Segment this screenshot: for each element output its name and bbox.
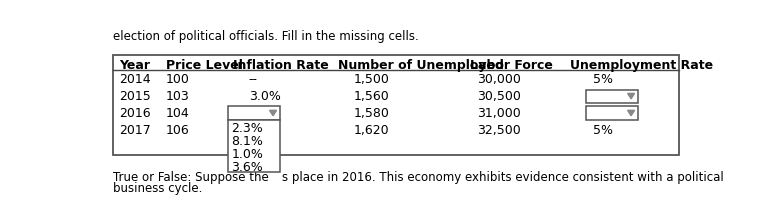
- Text: Number of Unemployed: Number of Unemployed: [338, 59, 504, 72]
- Text: 1.0%: 1.0%: [232, 148, 264, 161]
- FancyBboxPatch shape: [228, 106, 280, 119]
- Text: True or False: Suppose the: True or False: Suppose the: [113, 171, 272, 184]
- Text: 106: 106: [165, 124, 190, 137]
- Text: 3.6%: 3.6%: [232, 161, 264, 174]
- Text: 32,500: 32,500: [477, 124, 521, 137]
- Text: 2015: 2015: [119, 90, 151, 103]
- Polygon shape: [628, 93, 635, 99]
- Text: 1,560: 1,560: [353, 90, 389, 103]
- Text: Inflation Rate: Inflation Rate: [233, 59, 329, 72]
- Text: 30,500: 30,500: [477, 90, 521, 103]
- Text: Unemployment Rate: Unemployment Rate: [570, 59, 714, 72]
- Text: 1,580: 1,580: [353, 107, 389, 120]
- Text: Labor Force: Labor Force: [470, 59, 552, 72]
- Text: 1,620: 1,620: [353, 124, 389, 137]
- Text: 8.1%: 8.1%: [232, 135, 264, 148]
- FancyBboxPatch shape: [586, 106, 639, 119]
- Text: 1,500: 1,500: [353, 73, 389, 86]
- Polygon shape: [270, 110, 277, 116]
- Text: 30,000: 30,000: [477, 73, 521, 86]
- FancyBboxPatch shape: [586, 90, 639, 103]
- Text: 2017: 2017: [119, 124, 151, 137]
- FancyBboxPatch shape: [113, 55, 679, 155]
- Text: s place in 2016. This economy exhibits evidence consistent with a political: s place in 2016. This economy exhibits e…: [282, 171, 724, 184]
- Text: 2016: 2016: [119, 107, 151, 120]
- Text: 3.0%: 3.0%: [249, 90, 281, 103]
- Text: election of political officials. Fill in the missing cells.: election of political officials. Fill in…: [113, 30, 419, 43]
- Text: 103: 103: [165, 90, 190, 103]
- Text: business cycle.: business cycle.: [113, 182, 202, 195]
- Text: 31,000: 31,000: [477, 107, 521, 120]
- FancyBboxPatch shape: [228, 119, 280, 172]
- Text: 5%: 5%: [594, 124, 614, 137]
- Polygon shape: [628, 110, 635, 116]
- Text: 2.3%: 2.3%: [232, 122, 264, 135]
- Text: --: --: [249, 73, 257, 86]
- Text: 100: 100: [165, 73, 190, 86]
- Text: Price Level: Price Level: [165, 59, 243, 72]
- Text: 2014: 2014: [119, 73, 151, 86]
- Text: Year: Year: [119, 59, 151, 72]
- Text: 104: 104: [165, 107, 190, 120]
- Text: 5%: 5%: [594, 73, 614, 86]
